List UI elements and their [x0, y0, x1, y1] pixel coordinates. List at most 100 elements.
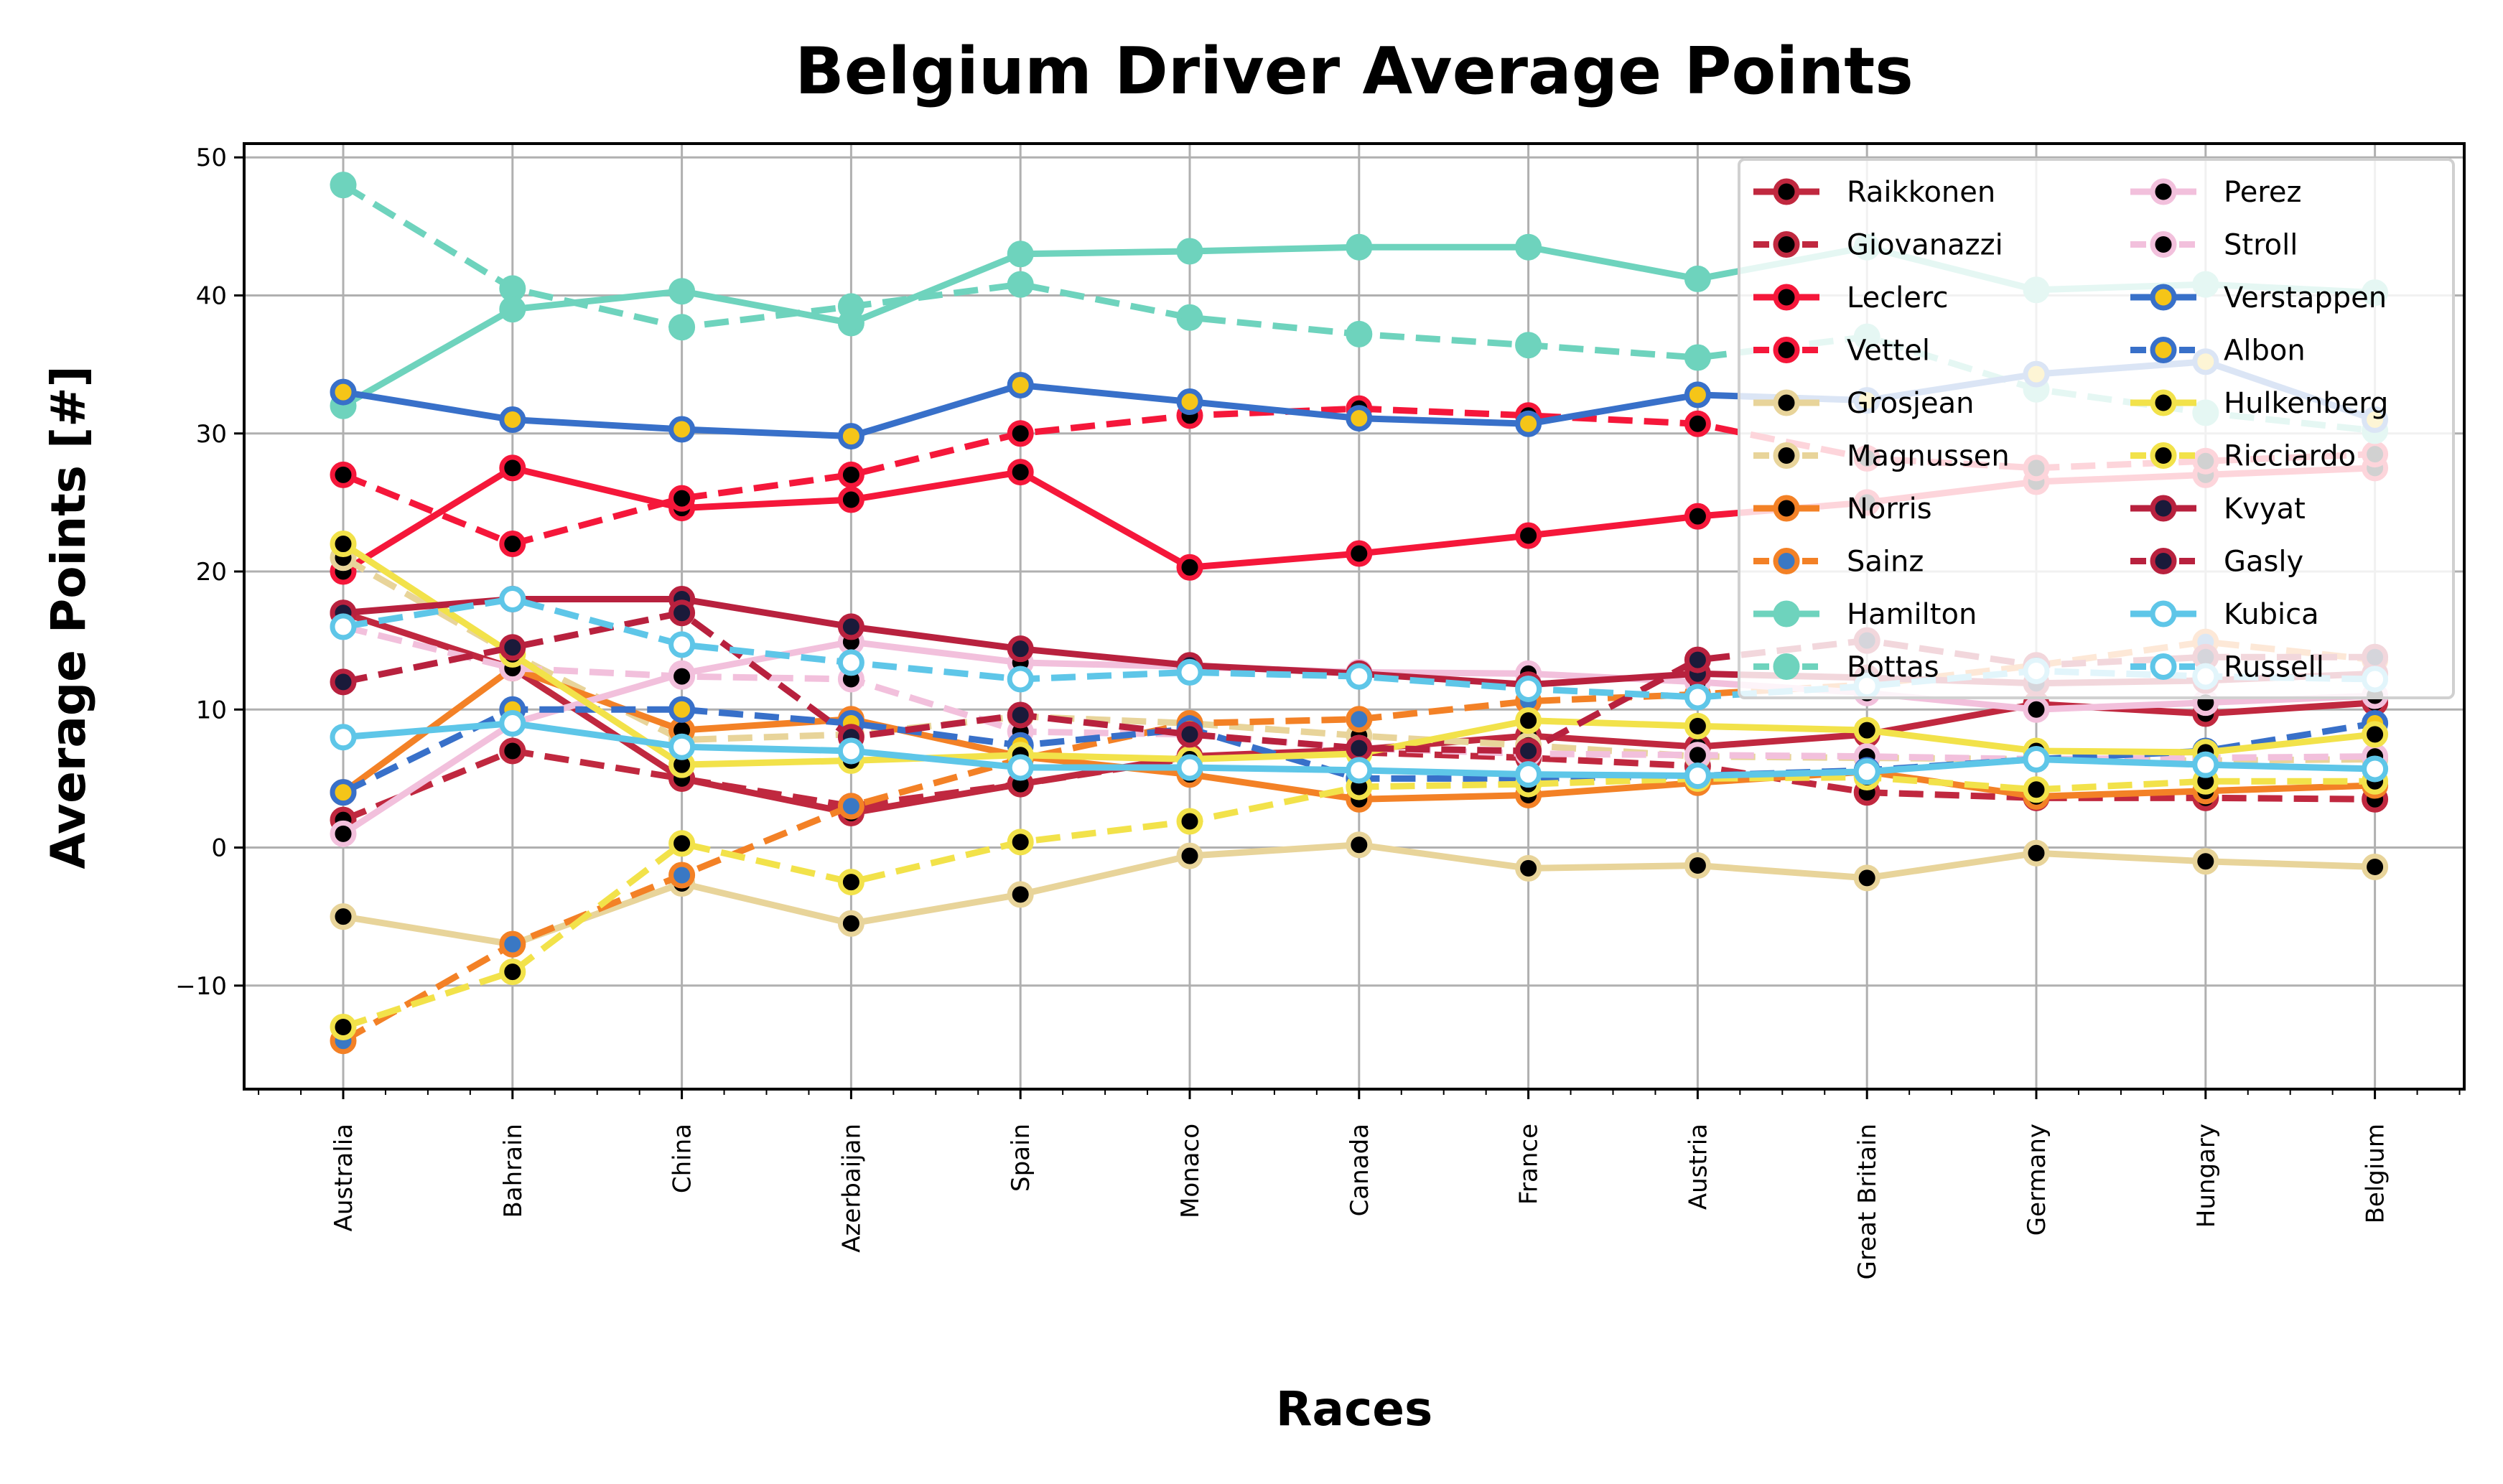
legend-swatch-marker	[1773, 231, 1800, 258]
legend-item: Kubica	[2130, 598, 2319, 631]
data-point	[499, 275, 526, 302]
y-tick-label: 0	[211, 834, 227, 863]
data-point	[1515, 707, 1542, 734]
data-point	[1684, 265, 1711, 292]
data-point	[1515, 410, 1542, 437]
data-point	[499, 930, 526, 958]
data-point	[1515, 522, 1542, 549]
x-tick-label: China	[668, 1124, 697, 1193]
legend-item: Verstappen	[2130, 281, 2387, 314]
data-point	[1176, 658, 1203, 686]
data-point	[1515, 332, 1542, 359]
data-point	[2192, 848, 2219, 875]
data-point	[837, 649, 864, 676]
legend-label: Verstappen	[2224, 281, 2387, 314]
legend-swatch-marker	[2150, 442, 2177, 469]
data-point	[2362, 721, 2389, 748]
data-point	[2023, 745, 2050, 773]
data-point	[837, 910, 864, 937]
data-point	[1515, 233, 1542, 261]
data-point	[1007, 459, 1034, 486]
series-kubica	[330, 710, 2389, 790]
legend-swatch-marker	[2150, 600, 2177, 627]
legend-swatch-marker	[1773, 389, 1800, 416]
data-point	[2023, 776, 2050, 803]
data-point	[1853, 864, 1880, 892]
data-point	[668, 862, 696, 889]
legend-swatch-marker	[1773, 548, 1800, 574]
data-point	[2362, 853, 2389, 880]
y-axis-label: Average Points [#]	[41, 365, 96, 869]
data-point	[330, 1013, 357, 1040]
legend-swatch-marker	[1773, 495, 1800, 522]
legend-item: Russell	[2130, 651, 2324, 684]
data-point	[2192, 751, 2219, 778]
legend-label: Magnussen	[1847, 440, 2010, 473]
data-point	[1684, 646, 1711, 673]
data-point	[499, 737, 526, 765]
data-point	[837, 613, 864, 640]
legend-label: Albon	[2224, 335, 2306, 368]
legend-swatch-marker	[1773, 653, 1800, 680]
legend-item: Grosjean	[1753, 387, 1974, 420]
legend-label: Grosjean	[1847, 387, 1974, 420]
legend-swatch-marker	[1773, 284, 1800, 311]
y-tick-label: 40	[196, 281, 227, 310]
data-point	[1007, 371, 1034, 398]
data-point	[1684, 762, 1711, 790]
data-point	[330, 531, 357, 558]
data-point	[330, 613, 357, 640]
x-tick-label: Belgium	[2362, 1124, 2390, 1223]
legend-swatch-marker	[1773, 600, 1800, 627]
data-point	[1684, 683, 1711, 711]
data-point	[1176, 842, 1203, 869]
legend-label: Leclerc	[1847, 281, 1948, 314]
data-point	[1346, 706, 1373, 733]
data-point	[668, 278, 696, 305]
data-point	[1007, 241, 1034, 268]
data-point	[1007, 701, 1034, 729]
legend-label: Giovanazzi	[1847, 229, 2003, 262]
data-point	[668, 733, 696, 760]
data-point	[668, 663, 696, 690]
data-point	[1007, 420, 1034, 447]
data-point	[2023, 696, 2050, 723]
data-point	[499, 585, 526, 612]
data-point	[1346, 663, 1373, 690]
y-tick-label: 50	[196, 144, 227, 172]
data-point	[499, 958, 526, 986]
x-tick-label: Bahrain	[499, 1124, 528, 1218]
data-point	[1684, 503, 1711, 530]
legend-item: Leclerc	[1753, 281, 1948, 314]
legend: Raikkonen Giovanazzi Leclerc Vettel Grosjean…	[1738, 158, 2455, 699]
x-axis-label: Races	[1276, 1381, 1433, 1437]
data-point	[1346, 320, 1373, 347]
legend-label: Kubica	[2224, 598, 2319, 631]
data-point	[668, 485, 696, 512]
plot-frame	[243, 142, 2466, 1091]
x-tick-label: Azerbaijan	[837, 1124, 866, 1253]
legend-label: Hulkenberg	[2224, 387, 2388, 420]
data-point	[1176, 754, 1203, 781]
data-point	[499, 406, 526, 434]
data-point	[837, 793, 864, 820]
data-point	[837, 737, 864, 765]
data-point	[1346, 831, 1373, 859]
legend-label: Kvyat	[2224, 493, 2306, 526]
legend-swatch-marker	[1773, 178, 1800, 205]
data-point	[837, 486, 864, 513]
legend-label: Raikkonen	[1847, 176, 1995, 209]
data-point	[837, 423, 864, 450]
legend-label: Gasly	[2224, 546, 2303, 579]
data-point	[499, 454, 526, 482]
data-point	[668, 599, 696, 627]
data-point	[1515, 675, 1542, 702]
legend-swatch-marker	[1773, 442, 1800, 469]
data-point	[1346, 233, 1373, 261]
data-point	[1684, 712, 1711, 739]
x-tick-label: France	[1515, 1124, 1544, 1205]
data-point	[837, 869, 864, 896]
data-point	[330, 820, 357, 847]
data-point	[1007, 754, 1034, 781]
data-point	[1176, 808, 1203, 835]
